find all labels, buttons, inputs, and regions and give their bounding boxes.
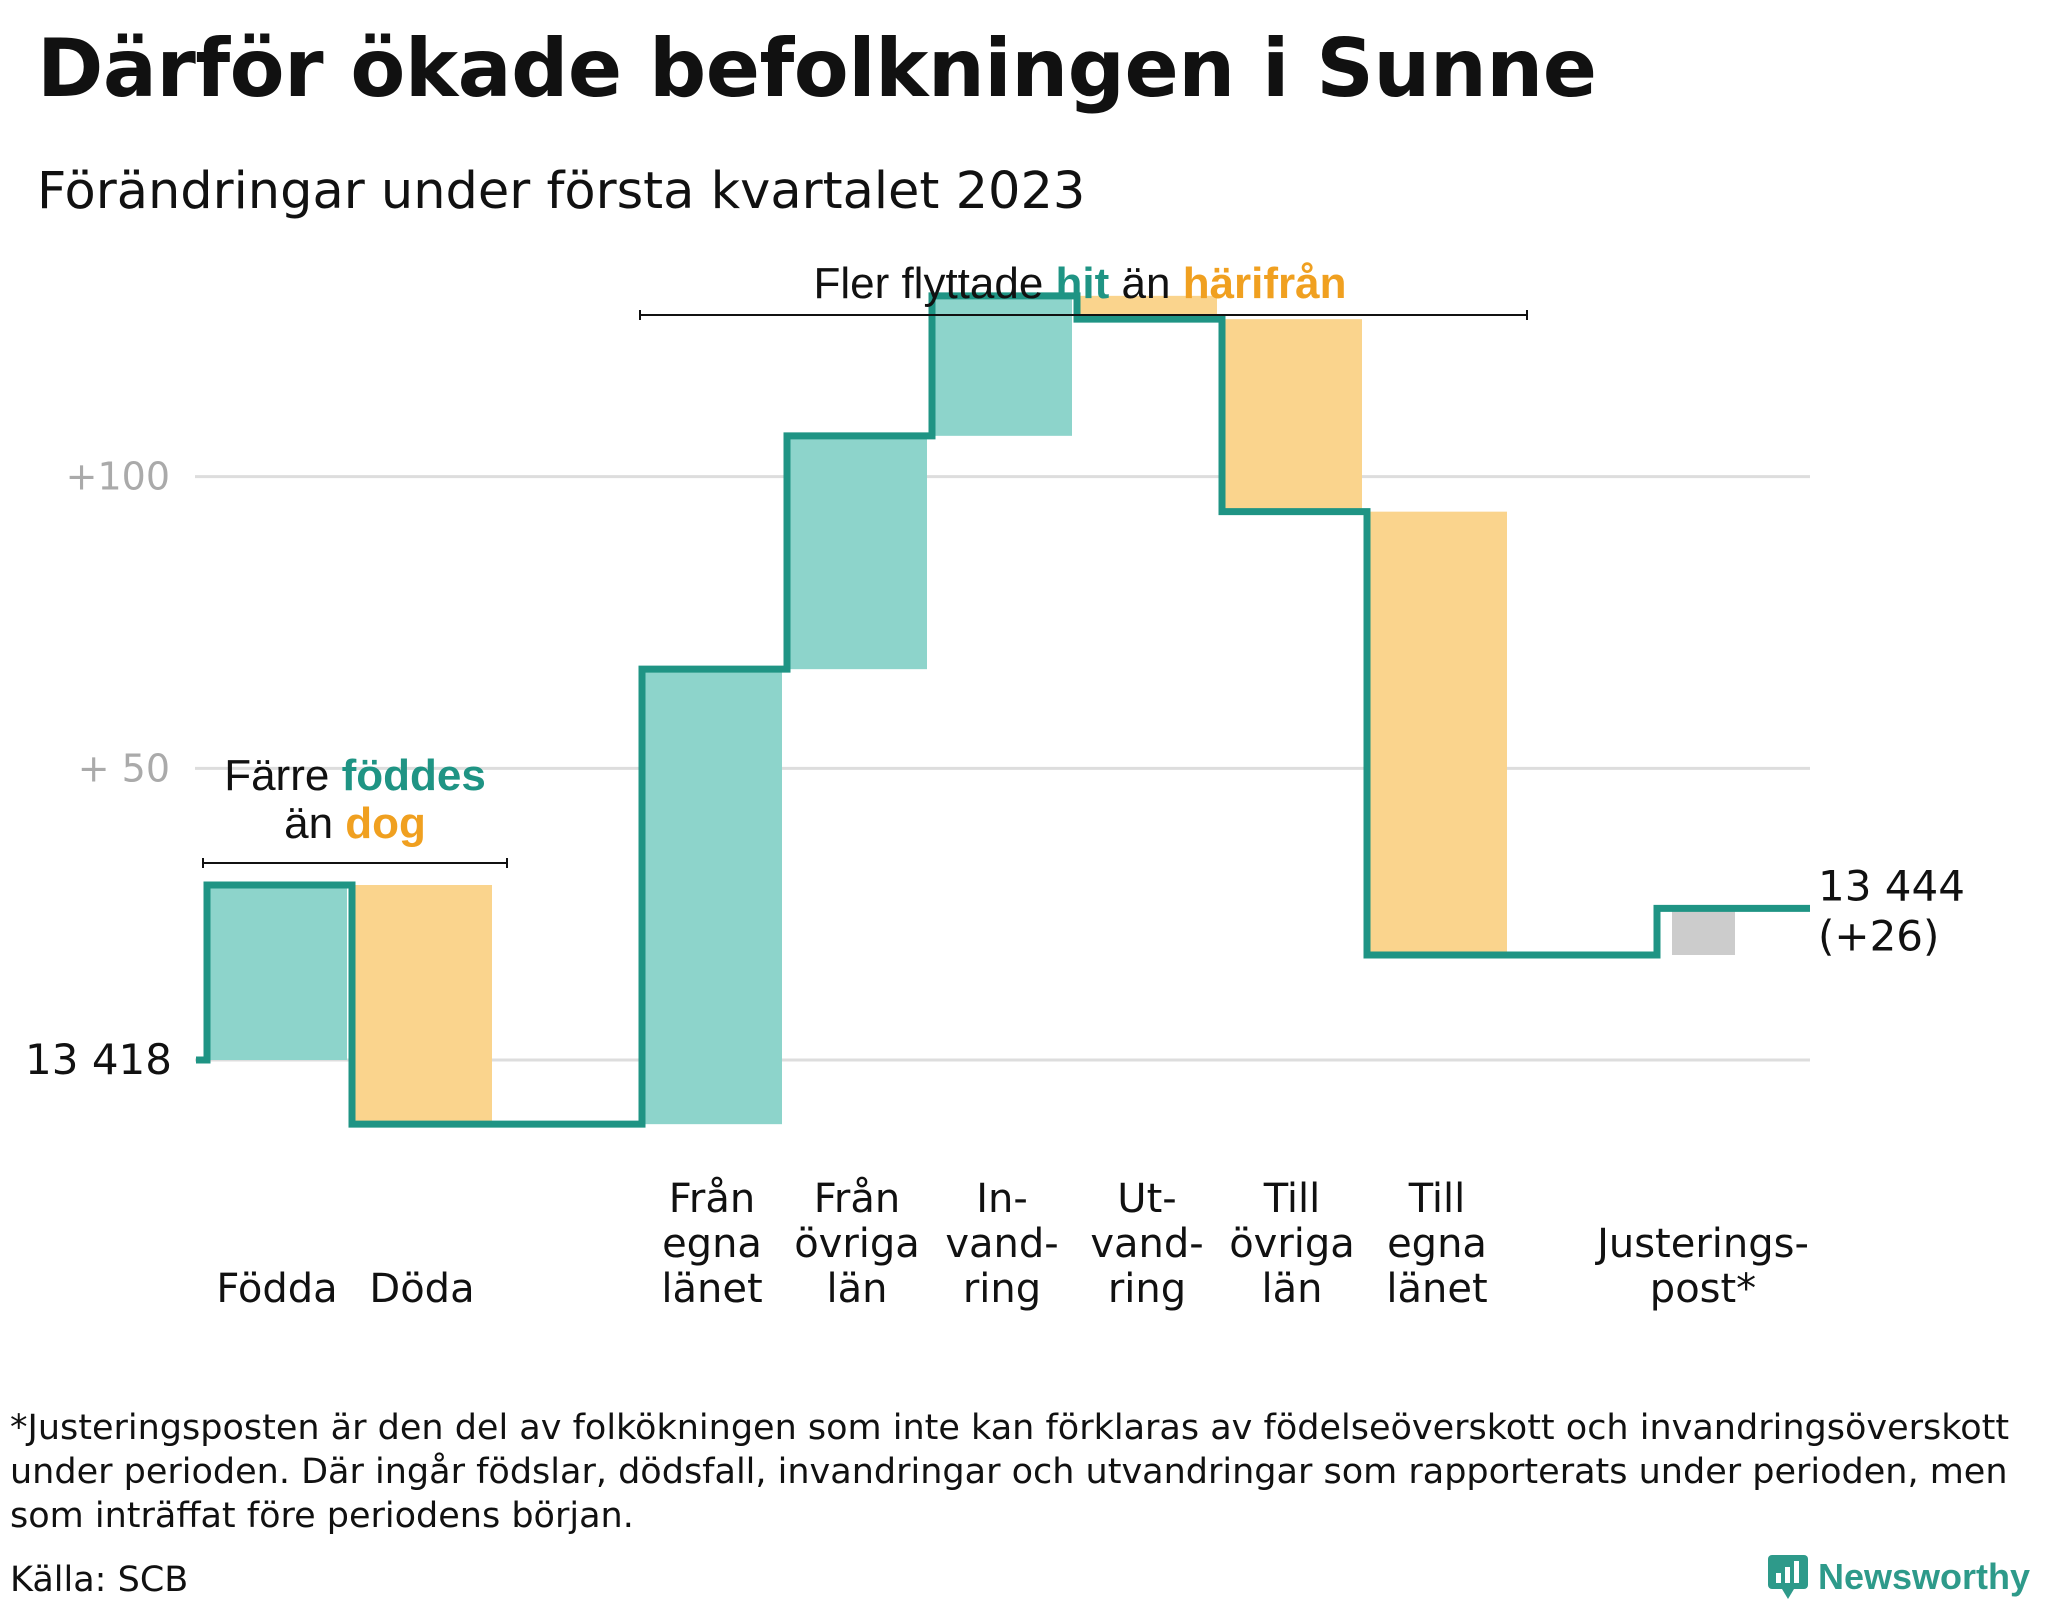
x-tick-label: Till egna länet: [1386, 1176, 1487, 1312]
footnote: *Justeringsposten är den del av folkökni…: [10, 1408, 2010, 1536]
bar: [1367, 511, 1507, 955]
y-tick-label: + 50: [78, 746, 170, 790]
bar: [787, 435, 927, 670]
bar: [1222, 319, 1362, 512]
bar: [1672, 908, 1735, 955]
end-change-label: (+26): [1818, 911, 1939, 960]
chart-title: Därför ökade befolkningen i Sunne: [37, 22, 1597, 115]
x-tick-label: Justerings-post*: [1594, 1221, 1809, 1312]
waterfall-chart: + 50 +100 Födda Döda Från egna länet Från övriga…: [25, 259, 1965, 1312]
annotation-text: än dog: [284, 799, 426, 848]
cumulative-line: [196, 292, 1810, 1128]
brand-logo: Newsworthy: [1768, 1555, 2030, 1599]
x-tick-label: Födda: [216, 1266, 337, 1312]
y-tick-label: +100: [66, 455, 170, 499]
source-label: Källa: SCB: [10, 1560, 189, 1600]
chart-subtitle: Förändringar under första kvartalet 2023: [37, 162, 1086, 221]
x-tick-label: Till övriga län: [1229, 1176, 1355, 1312]
x-tick-label: Döda: [369, 1266, 474, 1312]
start-value-label: 13 418: [25, 1035, 172, 1084]
annotation-text: Fler flyttade hit än härifrån: [813, 259, 1346, 308]
end-value-label: 13 444: [1818, 861, 1965, 910]
bar: [932, 295, 1072, 436]
newsworthy-logo-icon: [1768, 1555, 1808, 1599]
bar: [642, 669, 782, 1125]
x-tick-label: In-vand-ring: [945, 1176, 1058, 1312]
brand-name: Newsworthy: [1818, 1556, 2031, 1597]
bar: [207, 885, 347, 1060]
x-tick-label: Från egna länet: [661, 1176, 762, 1312]
bar: [352, 885, 492, 1125]
annotation-text: Färre föddes: [224, 751, 486, 800]
x-tick-label: Från övriga län: [794, 1176, 920, 1312]
bar: [1077, 295, 1217, 320]
x-tick-label: Ut-vand-ring: [1090, 1176, 1203, 1312]
